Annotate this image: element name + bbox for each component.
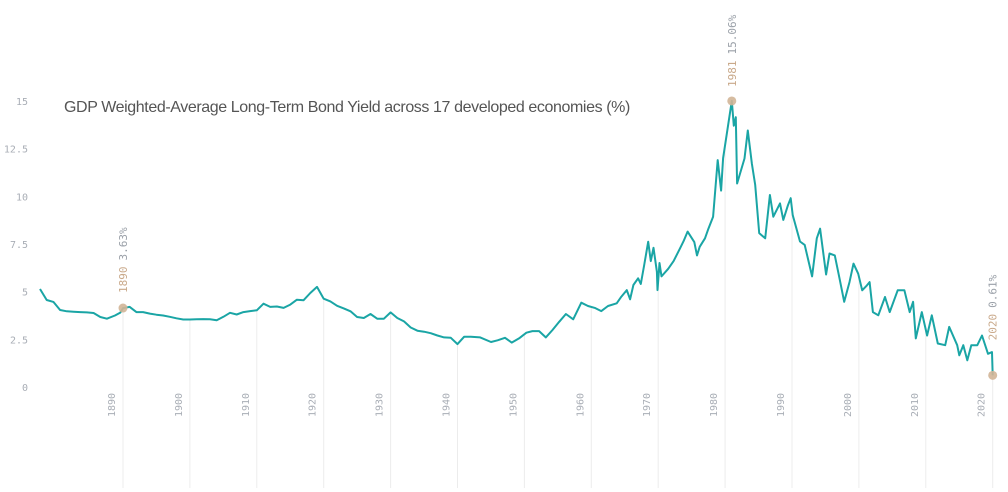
x-tick-label: 1900	[174, 393, 185, 417]
x-tick-label: 1960	[575, 393, 586, 417]
x-tick-label: 1990	[776, 393, 787, 417]
x-axis: 1890 1900 1910 1920 1930 1940 1950 1960 1970 1980…	[107, 393, 988, 417]
x-tick-label: 1950	[508, 393, 519, 417]
x-tick-label: 2010	[910, 393, 921, 417]
x-tick-label: 1940	[442, 393, 453, 417]
y-axis: 0 2.5 5 7.5 10 12.5 15	[4, 97, 28, 394]
y-tick-label: 7.5	[10, 240, 28, 251]
annotation-label: 1981 15.06%	[726, 14, 739, 87]
annotation-label: 2020 0.61%	[987, 274, 1000, 340]
x-tick-label: 1970	[642, 393, 653, 417]
annotation-year: 1890	[117, 267, 130, 294]
annotation-value: 0.61%	[987, 274, 1000, 307]
gridlines	[122, 144, 994, 488]
y-tick-label: 12.5	[4, 145, 28, 156]
annotation-year: 1981	[726, 60, 739, 87]
annotation-marker	[988, 370, 998, 380]
y-tick-label: 15	[16, 97, 28, 108]
y-tick-label: 5	[22, 288, 28, 299]
chart-title: GDP Weighted-Average Long-Term Bond Yiel…	[64, 99, 630, 116]
y-tick-label: 2.5	[10, 335, 28, 346]
annotation-year: 2020	[987, 314, 1000, 341]
annotation-marker	[727, 96, 737, 106]
annotation-marker	[118, 303, 128, 313]
x-tick-label: 2020	[977, 393, 988, 417]
x-tick-label: 1980	[709, 393, 720, 417]
series-line-bond-yield	[39, 99, 994, 376]
x-tick-label: 2000	[843, 393, 854, 417]
annotation-value: 15.06%	[726, 14, 739, 54]
x-tick-label: 1920	[308, 393, 319, 417]
annotations: 1890 3.63% 1981 15.06% 2020 0.61%	[117, 14, 1000, 380]
x-tick-label: 1890	[107, 393, 118, 417]
y-tick-label: 10	[16, 192, 28, 203]
y-tick-label: 0	[22, 383, 28, 394]
x-tick-label: 1930	[375, 393, 386, 417]
x-tick-label: 1910	[241, 393, 252, 417]
annotation-label: 1890 3.63%	[117, 227, 130, 293]
annotation-value: 3.63%	[117, 227, 130, 260]
